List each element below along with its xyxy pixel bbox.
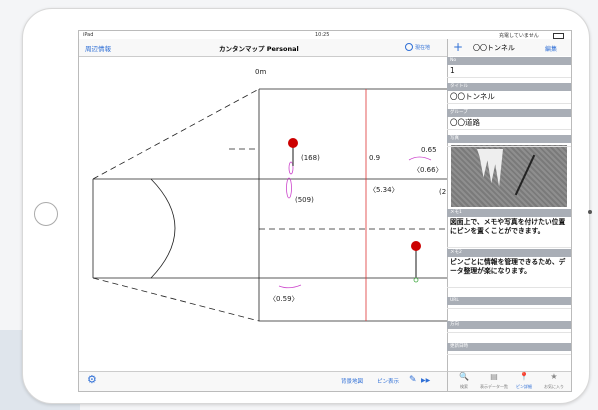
nav-title: カンタンマップ Personal <box>219 45 299 53</box>
edit-icon[interactable]: ✎ <box>409 375 417 385</box>
nav-right[interactable]: 現在地 <box>415 45 431 51</box>
edit-button[interactable]: 編集 <box>545 46 558 53</box>
field-divider <box>447 308 571 309</box>
field-value: 1 <box>450 66 455 75</box>
dot <box>588 210 592 214</box>
drawing: 0m (168) (509) 0.9 0.65 〈0.66〉〈5.34〉 (2 〈0.59〉 <box>92 68 447 322</box>
tab-label[interactable]: お気に入り <box>544 384 564 389</box>
tab-icon[interactable]: 🔍 <box>459 372 469 381</box>
battery-status: 充電していません <box>499 33 539 39</box>
tab-label[interactable]: ピン詳細 <box>516 384 532 389</box>
drawing-label: (168) <box>301 154 320 162</box>
field-value: 〇〇道路 <box>450 118 480 127</box>
drawing-label: 〈5.34〉 <box>369 186 399 194</box>
forward-icon[interactable]: ▶▶ <box>421 377 431 384</box>
field-label: 方向 <box>447 321 571 329</box>
field-divider <box>447 354 571 355</box>
tab-label[interactable]: 表示データ一覧 <box>480 384 508 389</box>
photo <box>451 145 567 207</box>
field-divider <box>447 103 571 104</box>
toolbar-item[interactable]: ピン表示 <box>377 379 400 385</box>
tab-icon[interactable]: ▤ <box>490 372 498 381</box>
tab-bar <box>447 371 571 391</box>
toolbar <box>79 371 447 391</box>
field-label: 更新日時 <box>447 343 571 351</box>
field-label: メモ1 <box>447 209 571 217</box>
field-divider <box>447 287 571 288</box>
field-value: 図面上で、メモや写真を付けたい位置にピンを置くことができます。 <box>450 218 566 235</box>
tab-label[interactable]: 検索 <box>460 384 468 389</box>
nav-bar <box>79 39 447 57</box>
field-divider <box>447 247 571 248</box>
drawing-label: (2 <box>439 188 446 196</box>
drawing-label: 0.65 <box>421 146 437 154</box>
battery-icon <box>553 33 564 39</box>
field-divider <box>447 77 571 78</box>
field-label: メモ2 <box>447 249 571 257</box>
field-divider <box>447 332 571 333</box>
field-divider <box>447 146 571 147</box>
panel-title: 〇〇トンネル <box>473 44 515 52</box>
tab-icon[interactable]: 📍 <box>519 372 529 381</box>
drawing-label: (509) <box>295 196 314 204</box>
settings-icon[interactable]: ⚙ <box>87 373 97 386</box>
field-label: URL <box>447 297 571 305</box>
clock: 10:25 <box>315 32 330 38</box>
home-button[interactable] <box>34 202 58 226</box>
drawing-label: 0m <box>255 68 266 76</box>
field-label: No <box>447 57 571 65</box>
drawing-label: 〈0.66〉 <box>413 166 443 174</box>
tab-icon[interactable]: ★ <box>550 372 558 381</box>
field-label: グループ <box>447 109 571 117</box>
field-value: 〇〇トンネル <box>450 92 495 101</box>
field-label: タイトル <box>447 83 571 91</box>
field-label: 写真 <box>447 135 571 143</box>
add-button[interactable]: + <box>453 40 464 54</box>
field-value: ピンごとに情報を管理できるため、データ整理が楽になります。 <box>450 258 566 275</box>
field-divider <box>447 129 571 130</box>
drawing-label: 0.9 <box>369 154 380 162</box>
toolbar-item[interactable]: 背景地図 <box>341 379 364 385</box>
location-icon <box>405 43 413 51</box>
drawing-label: 〈0.59〉 <box>269 295 299 303</box>
screen: iPad 10:25 充電していません 周辺情報 カンタンマップ Persona… <box>78 30 572 392</box>
nav-left[interactable]: 周辺情報 <box>85 45 111 53</box>
device-label: iPad <box>83 32 94 38</box>
